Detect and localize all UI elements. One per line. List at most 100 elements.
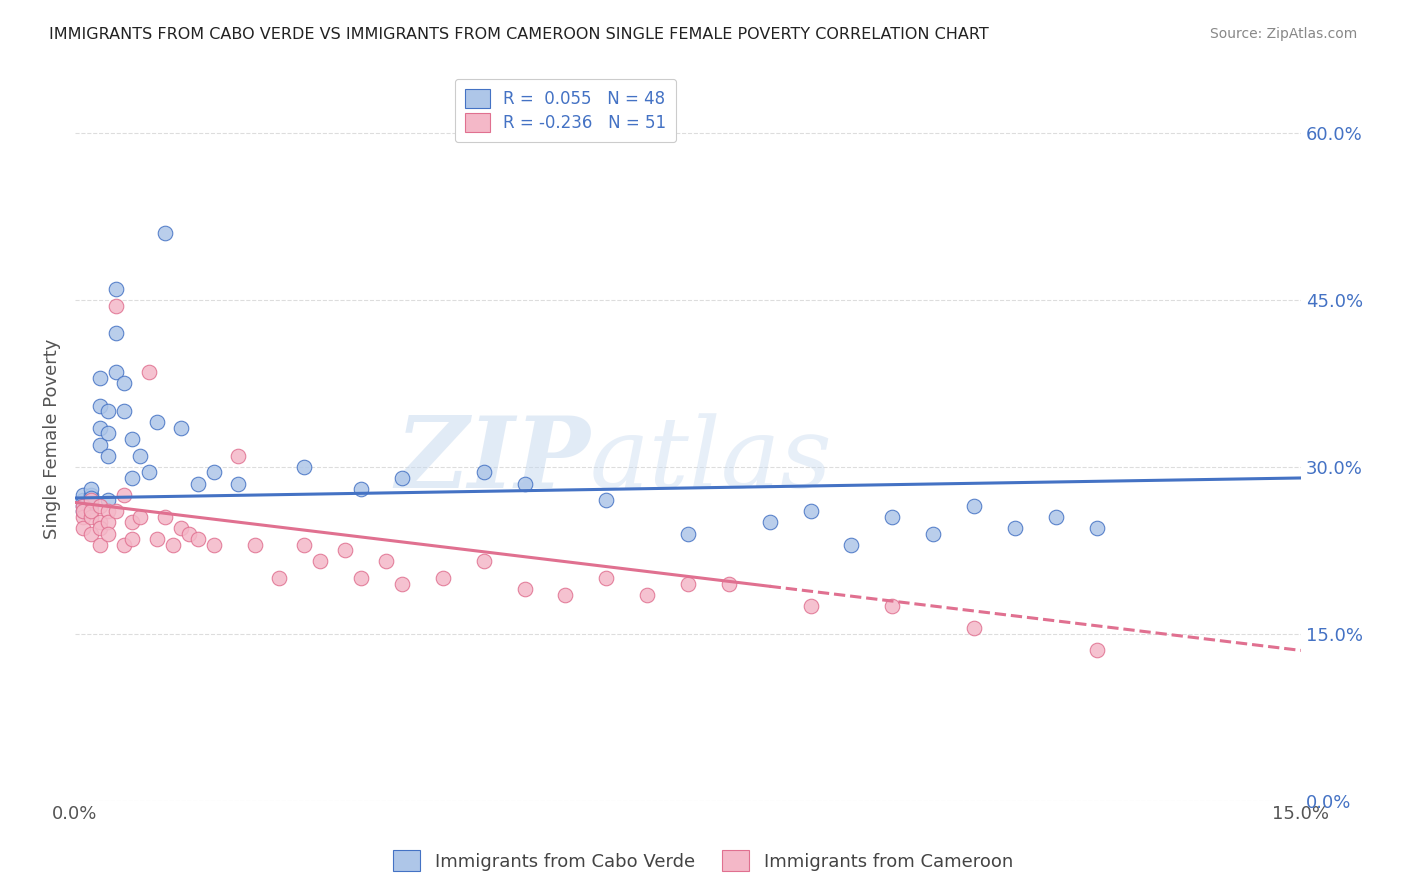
Point <box>963 621 986 635</box>
Point <box>472 554 495 568</box>
Point <box>72 504 94 518</box>
Point <box>228 476 250 491</box>
Point <box>187 476 209 491</box>
Point <box>963 499 986 513</box>
Point <box>104 365 127 379</box>
Point <box>112 376 135 391</box>
Point <box>145 532 167 546</box>
Point <box>80 526 103 541</box>
Point <box>72 493 94 508</box>
Point <box>153 226 176 240</box>
Point <box>72 521 94 535</box>
Point <box>121 532 143 546</box>
Point <box>841 538 863 552</box>
Point <box>121 516 143 530</box>
Point <box>922 526 945 541</box>
Point <box>80 495 103 509</box>
Point <box>513 582 536 597</box>
Point <box>432 571 454 585</box>
Text: Source: ZipAtlas.com: Source: ZipAtlas.com <box>1209 27 1357 41</box>
Point <box>104 299 127 313</box>
Point <box>97 404 120 418</box>
Text: ZIP: ZIP <box>395 412 591 509</box>
Point <box>121 432 143 446</box>
Point <box>292 538 315 552</box>
Point <box>72 499 94 513</box>
Point <box>80 482 103 496</box>
Point <box>228 449 250 463</box>
Point <box>187 532 209 546</box>
Point <box>145 415 167 429</box>
Point <box>80 491 103 505</box>
Point <box>112 538 135 552</box>
Legend: R =  0.055   N = 48, R = -0.236   N = 51: R = 0.055 N = 48, R = -0.236 N = 51 <box>454 78 676 142</box>
Point <box>513 476 536 491</box>
Point <box>269 571 291 585</box>
Point <box>391 471 413 485</box>
Point <box>595 571 617 585</box>
Point <box>1085 643 1108 657</box>
Point <box>153 509 176 524</box>
Point <box>97 516 120 530</box>
Point <box>72 499 94 513</box>
Point <box>97 526 120 541</box>
Point <box>89 538 111 552</box>
Point <box>717 576 740 591</box>
Point <box>882 599 904 613</box>
Point <box>80 488 103 502</box>
Point <box>89 371 111 385</box>
Point <box>97 504 120 518</box>
Point <box>138 365 160 379</box>
Text: atlas: atlas <box>591 413 832 508</box>
Point <box>170 421 193 435</box>
Point <box>89 499 111 513</box>
Point <box>80 493 103 508</box>
Point <box>104 326 127 341</box>
Point <box>89 421 111 435</box>
Point <box>170 521 193 535</box>
Point <box>799 599 821 613</box>
Point <box>162 538 184 552</box>
Point <box>758 516 780 530</box>
Point <box>1045 509 1067 524</box>
Point <box>80 499 103 513</box>
Y-axis label: Single Female Poverty: Single Female Poverty <box>44 339 60 540</box>
Point <box>333 543 356 558</box>
Point <box>89 521 111 535</box>
Point <box>595 493 617 508</box>
Point <box>112 404 135 418</box>
Point <box>97 493 120 508</box>
Point <box>121 471 143 485</box>
Point <box>243 538 266 552</box>
Point <box>89 399 111 413</box>
Point <box>309 554 332 568</box>
Point <box>129 449 152 463</box>
Point <box>72 504 94 518</box>
Point <box>138 466 160 480</box>
Point <box>882 509 904 524</box>
Point <box>350 482 373 496</box>
Point <box>676 526 699 541</box>
Point <box>636 588 658 602</box>
Point <box>202 538 225 552</box>
Point <box>72 509 94 524</box>
Point <box>89 437 111 451</box>
Point <box>104 504 127 518</box>
Point <box>554 588 576 602</box>
Point <box>374 554 396 568</box>
Text: IMMIGRANTS FROM CABO VERDE VS IMMIGRANTS FROM CAMEROON SINGLE FEMALE POVERTY COR: IMMIGRANTS FROM CABO VERDE VS IMMIGRANTS… <box>49 27 988 42</box>
Point <box>72 488 94 502</box>
Point <box>97 426 120 441</box>
Point <box>97 449 120 463</box>
Point <box>799 504 821 518</box>
Point <box>1004 521 1026 535</box>
Point <box>202 466 225 480</box>
Point <box>89 516 111 530</box>
Point <box>104 282 127 296</box>
Point <box>80 504 103 518</box>
Point <box>80 509 103 524</box>
Point <box>292 459 315 474</box>
Point <box>350 571 373 585</box>
Point <box>472 466 495 480</box>
Point <box>1085 521 1108 535</box>
